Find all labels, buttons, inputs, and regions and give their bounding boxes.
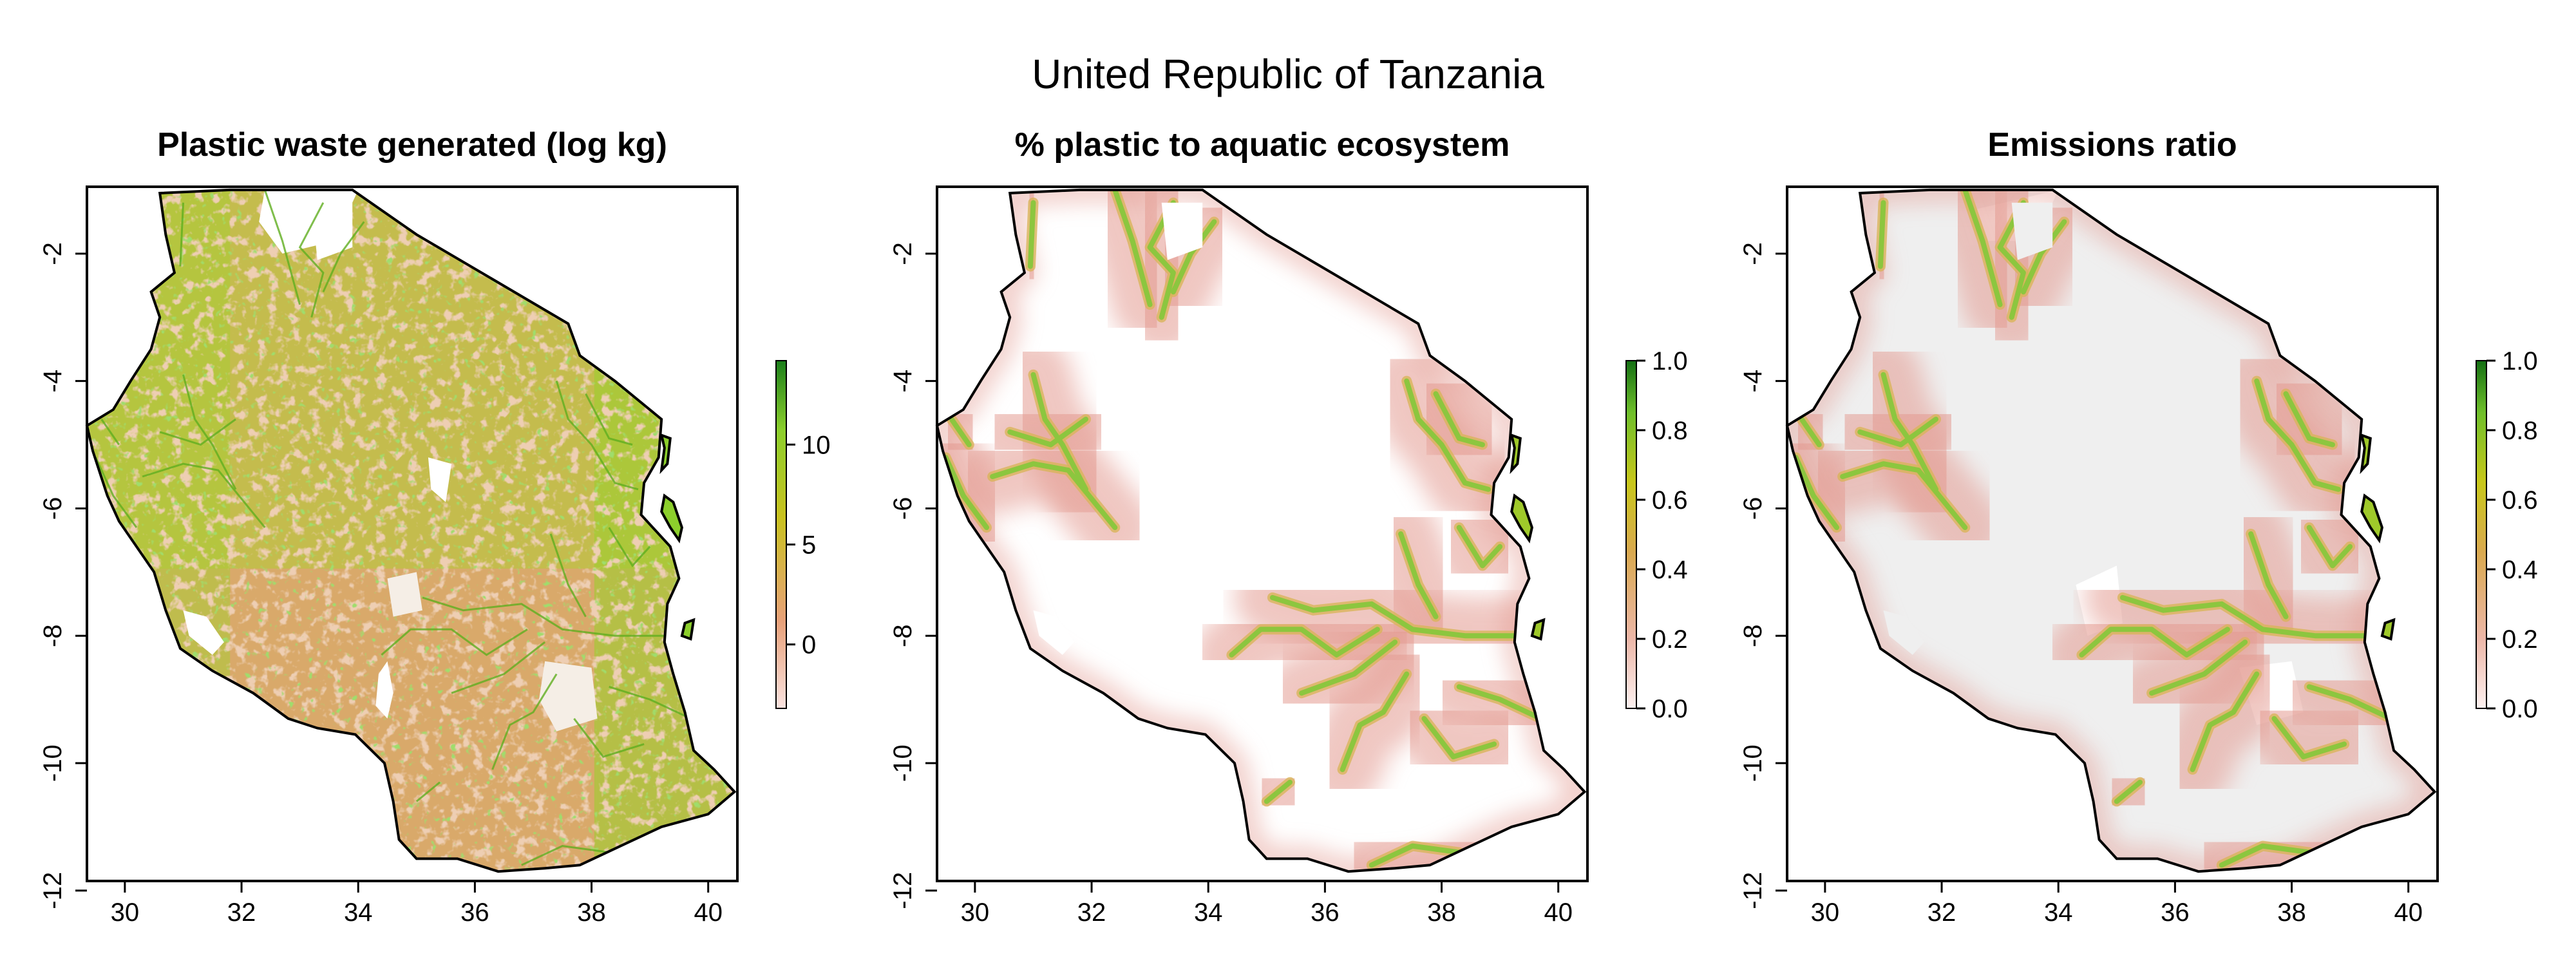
x-tick-label: 32 [1077,898,1106,927]
panel-3: -2 -4 -6 -8 -10 -12 30 32 34 36 38 40 1.0 0.8 0.6 0.4 0.… [1739,185,2538,927]
x-tick-label: 40 [694,898,723,927]
y-tick-label: -2 [1739,242,1767,265]
y-tick-label: -12 [1739,872,1767,909]
legend-tick-label: 0.6 [1652,486,1688,515]
legend-tick-label: 0.4 [2502,556,2538,584]
panel-1: -2 -4 -6 -8 -10 -12 30 32 34 36 38 40 10 5 0 [39,185,831,927]
island-3 [1530,618,1546,641]
island-1 [2360,433,2372,475]
legend-colorbar [1625,360,1637,709]
main-title: United Republic of Tanzania [1032,51,1544,97]
x-tick-label: 30 [961,898,990,927]
island-1 [659,433,672,475]
legend-tick-label: 0.0 [1652,695,1688,723]
y-tick-label: -10 [889,744,917,782]
y-tick-label: -12 [39,872,67,909]
x-tick-label: 30 [1811,898,1840,927]
legend-tick-label: 0.4 [1652,556,1688,584]
y-tick-label: -10 [1739,744,1767,782]
y-tick-label: -6 [889,497,917,520]
x-tick-label: 34 [1194,898,1223,927]
land-fill [1787,189,2435,872]
island-3 [2380,618,2396,641]
legend-tick-label: 0.2 [2502,625,2538,654]
legend-tick-label: 1.0 [2502,347,2538,375]
panel-1-title: Plastic waste generated (log kg) [157,126,667,164]
y-tick-label: -4 [1739,370,1767,393]
land-fill [87,189,735,872]
y-tick-label: -2 [39,242,67,265]
panel-2-title: % plastic to aquatic ecosystem [1014,126,1510,164]
legend-tick-label: 0.8 [2502,417,2538,445]
island-2 [660,493,683,544]
y-tick-label: -4 [889,370,917,393]
y-tick-label: -4 [39,370,67,393]
land-fill [937,189,1585,872]
island-3 [680,618,696,641]
country-outline [935,188,1587,873]
legend-tick-label: 0.0 [2502,695,2538,723]
x-tick-label: 36 [460,898,489,927]
panel-3-title: Emissions ratio [1987,126,2237,164]
legend-tick-label: 1.0 [1652,347,1688,375]
x-tick-label: 36 [2161,898,2190,927]
x-tick-label: 34 [344,898,373,927]
island-2 [2360,493,2383,544]
panel-2: -2 -4 -6 -8 -10 -12 30 32 34 36 38 40 1.0 0.8 0.6 0.4 0.… [889,185,1688,927]
legend-tick-label: 10 [802,431,831,459]
legend-tick-label: 0.8 [1652,417,1688,445]
legend-colorbar [775,360,787,709]
x-tick-label: 40 [1544,898,1573,927]
plot-frame [86,185,739,882]
plot-frame [1786,185,2439,882]
x-tick-label: 38 [2277,898,2306,927]
y-tick-label: -6 [39,497,67,520]
island-1 [1510,433,1522,475]
x-tick-label: 38 [577,898,606,927]
x-tick-label: 32 [1927,898,1956,927]
y-tick-label: -8 [39,624,67,647]
x-tick-label: 36 [1311,898,1340,927]
legend-tick-label: 5 [802,531,816,560]
y-tick-label: -10 [39,744,67,782]
x-tick-label: 34 [2044,898,2073,927]
country-outline [85,188,737,873]
legend-tick-label: 0 [802,631,816,659]
x-tick-label: 32 [227,898,256,927]
island-2 [1510,493,1533,544]
legend-colorbar [2476,360,2487,709]
y-tick-label: -12 [889,872,917,909]
legend-tick-label: 0.2 [1652,625,1688,654]
y-tick-label: -8 [1739,624,1767,647]
x-tick-label: 40 [2394,898,2423,927]
legend-tick-label: 0.6 [2502,486,2538,515]
y-tick-label: -2 [889,242,917,265]
y-tick-label: -6 [1739,497,1767,520]
y-tick-label: -8 [889,624,917,647]
x-tick-label: 30 [111,898,140,927]
country-outline [1785,188,2437,873]
x-tick-label: 38 [1427,898,1456,927]
plot-frame [936,185,1589,882]
